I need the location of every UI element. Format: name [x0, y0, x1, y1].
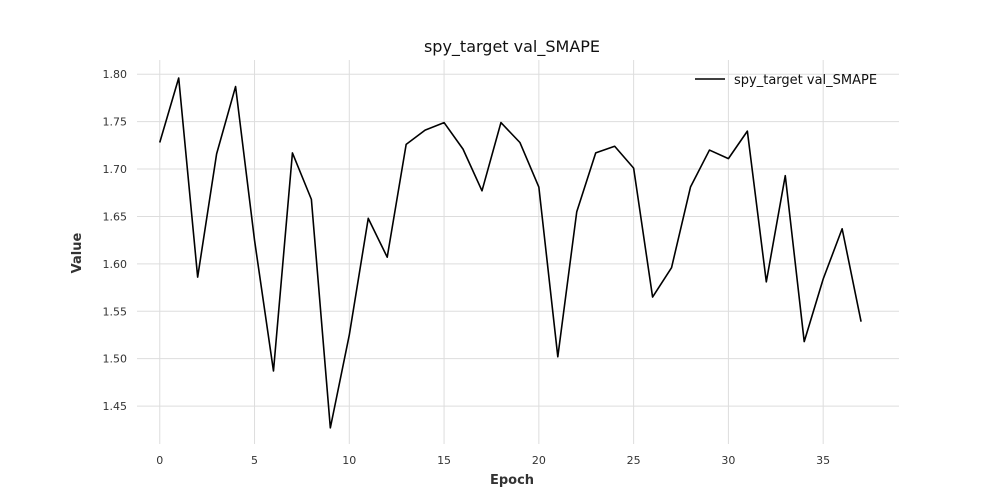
x-tick-label: 25: [627, 454, 641, 467]
y-tick-label: 1.55: [103, 305, 128, 318]
x-tick-label: 15: [437, 454, 451, 467]
x-tick-label: 0: [156, 454, 163, 467]
y-tick-label: 1.50: [103, 353, 128, 366]
x-tick-label: 30: [721, 454, 735, 467]
y-tick-label: 1.60: [103, 258, 128, 271]
x-tick-label: 5: [251, 454, 258, 467]
x-tick-label: 20: [532, 454, 546, 467]
x-tick-label: 35: [816, 454, 830, 467]
grid: [137, 60, 899, 444]
y-tick-label: 1.80: [103, 68, 128, 81]
y-axis-label: Value: [70, 232, 85, 273]
series-lines: [158, 77, 862, 429]
y-tick-label: 1.75: [103, 116, 128, 129]
y-tick-label: 1.45: [103, 400, 128, 413]
tick-labels: 0 5 10 15 20 25 30 35 1.45 1.50 1.55 1.60 1.65 1.70 1.…: [103, 68, 831, 467]
legend-label: spy_target val_SMAPE: [734, 73, 877, 88]
x-axis-label: Epoch: [490, 473, 534, 488]
legend: spy_target val_SMAPE: [695, 73, 877, 88]
x-tick-label: 10: [342, 454, 356, 467]
y-tick-label: 1.65: [103, 210, 128, 223]
y-tick-label: 1.70: [103, 163, 128, 176]
chart-title: spy_target val_SMAPE: [424, 37, 600, 57]
series-line-0: [158, 77, 862, 429]
